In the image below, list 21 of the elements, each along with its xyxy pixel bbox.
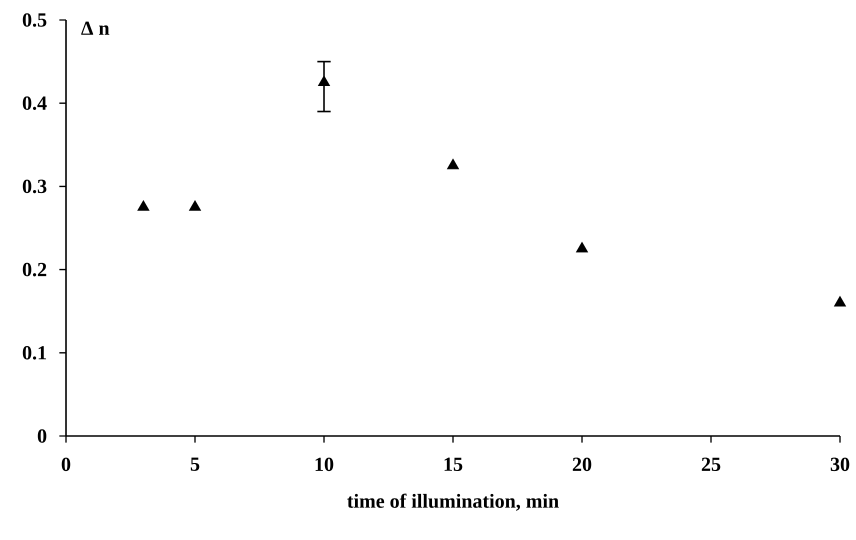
y-tick-label: 0.1 [22, 346, 46, 360]
point [446, 158, 460, 170]
x-tick-label: 0 [62, 458, 70, 472]
x-tick-label: 10 [316, 458, 334, 472]
x-tick-label: 30 [830, 458, 850, 472]
y-tick-label: 0 [38, 429, 46, 443]
point [137, 200, 150, 211]
point [318, 75, 330, 86]
x-tick-label: 5 [190, 458, 200, 471]
x-tick-label: 25 [702, 458, 720, 472]
point [834, 296, 846, 306]
y-axis-title: Δ n [81, 22, 110, 35]
y-tick-label: 0.5 [22, 13, 46, 27]
x-tick-label: 20 [572, 458, 592, 472]
x-axis-title: time of illumination, min [347, 494, 559, 511]
point [188, 200, 202, 211]
y-tick-label: 0.2 [22, 262, 46, 276]
point [576, 242, 588, 252]
y-tick-label: 0.4 [22, 96, 47, 110]
y-tick-label: 0.3 [22, 180, 46, 194]
x-tick-label: 15 [444, 458, 462, 471]
